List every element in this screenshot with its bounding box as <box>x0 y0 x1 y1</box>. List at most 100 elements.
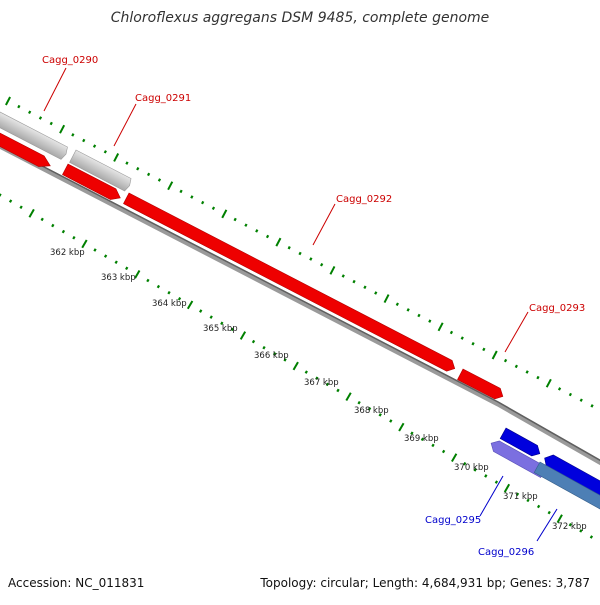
scale-label: 367 kbp <box>304 378 339 388</box>
gene-cagg-0291-cds[interactable] <box>62 163 123 203</box>
minor-tick <box>320 262 324 267</box>
scale-label: 369 kbp <box>404 434 439 444</box>
minor-tick <box>536 375 540 380</box>
minor-tick <box>315 376 319 380</box>
minor-tick <box>244 223 248 227</box>
minor-tick <box>357 400 361 405</box>
major-tick <box>345 392 352 401</box>
gene-label-cagg-0292[interactable]: Cagg_0292 <box>336 194 392 205</box>
minor-tick <box>298 251 302 256</box>
minor-tick <box>473 468 477 472</box>
minor-tick <box>378 413 382 417</box>
minor-tick <box>262 345 266 350</box>
scale-label: 364 kbp <box>152 299 187 309</box>
major-tick <box>221 209 228 219</box>
major-tick <box>167 181 174 191</box>
minor-tick <box>526 498 530 503</box>
scale-label: 366 kbp <box>254 351 289 361</box>
minor-tick <box>272 352 277 356</box>
major-tick <box>239 331 247 340</box>
minor-tick <box>309 257 313 261</box>
major-tick <box>81 239 88 249</box>
minor-tick <box>114 260 118 264</box>
minor-tick <box>40 217 44 222</box>
major-tick <box>556 514 563 524</box>
minor-tick <box>157 178 162 182</box>
minor-tick <box>395 302 399 307</box>
genes <box>0 106 600 512</box>
minor-tick <box>410 431 414 435</box>
major-tick <box>186 300 194 310</box>
minor-tick <box>71 133 75 137</box>
minor-tick <box>156 284 161 289</box>
minor-tick <box>515 492 520 497</box>
minor-tick <box>177 297 182 301</box>
gene-label-cagg-0290[interactable]: Cagg_0290 <box>42 55 98 66</box>
gene-cagg-0296-lower[interactable] <box>533 461 600 512</box>
minor-tick <box>251 339 256 344</box>
minor-tick <box>179 189 183 194</box>
scale-label: 365 kbp <box>203 324 238 334</box>
gene-cagg-0296-upper[interactable] <box>499 427 543 459</box>
minor-tick <box>525 370 529 374</box>
minor-tick <box>136 166 140 171</box>
minor-tick <box>547 510 551 515</box>
gene-cagg-0290[interactable] <box>0 106 69 160</box>
minor-tick <box>147 172 151 177</box>
minor-tick <box>61 229 66 234</box>
scale-label: 371 kbp <box>503 492 538 502</box>
tick-marks <box>0 96 594 539</box>
minor-tick <box>503 358 508 363</box>
gene-label-cagg-0295[interactable]: Cagg_0295 <box>425 515 481 526</box>
minor-tick <box>590 404 594 408</box>
major-tick <box>59 124 66 134</box>
gene-cagg-0291[interactable] <box>69 149 133 192</box>
major-tick <box>451 453 458 462</box>
minor-tick <box>336 388 340 393</box>
minor-tick <box>72 235 76 240</box>
minor-tick <box>417 313 421 318</box>
gene-cagg-0295[interactable] <box>488 438 547 478</box>
minor-tick <box>568 392 572 397</box>
minor-tick <box>190 195 194 199</box>
major-tick <box>437 322 444 332</box>
minor-tick <box>38 116 43 120</box>
genome-summary: Topology: circular; Length: 4,684,931 bp… <box>259 576 590 590</box>
scale-labels: 362 kbp 363 kbp 364 kbp 365 kbp 366 kbp … <box>50 248 587 532</box>
minor-tick <box>49 121 53 126</box>
minor-tick <box>514 364 518 369</box>
major-tick <box>275 237 282 247</box>
gene-cagg-0293[interactable] <box>457 368 505 402</box>
minor-tick <box>536 504 541 509</box>
minor-tick <box>374 291 378 295</box>
minor-tick <box>125 161 129 165</box>
minor-tick <box>463 461 467 466</box>
gene-label-cagg-0291[interactable]: Cagg_0291 <box>135 93 191 104</box>
minor-tick <box>209 315 213 319</box>
minor-tick <box>287 246 291 250</box>
minor-tick <box>406 308 410 312</box>
minor-tick <box>103 150 107 154</box>
minor-tick <box>579 529 583 533</box>
minor-tick <box>589 535 594 539</box>
scale-label: 370 kbp <box>454 463 489 473</box>
minor-tick <box>460 336 464 340</box>
minor-tick <box>255 229 259 233</box>
minor-tick <box>265 234 270 239</box>
minor-tick <box>557 387 562 391</box>
minor-tick <box>420 437 425 442</box>
minor-tick <box>199 309 203 313</box>
major-tick <box>113 153 120 162</box>
minor-tick <box>579 398 583 402</box>
gene-callouts: Cagg_0290 Cagg_0291 Cagg_0292 Cagg_0293 … <box>42 55 585 558</box>
gene-cagg-0290-cds[interactable] <box>0 126 53 171</box>
gene-label-cagg-0296[interactable]: Cagg_0296 <box>478 547 534 558</box>
major-tick <box>329 265 336 275</box>
major-tick <box>292 361 299 371</box>
minor-tick <box>8 199 13 203</box>
gene-label-cagg-0293[interactable]: Cagg_0293 <box>529 303 585 314</box>
gene-cagg-0292[interactable] <box>123 192 457 374</box>
minor-tick <box>93 248 97 252</box>
